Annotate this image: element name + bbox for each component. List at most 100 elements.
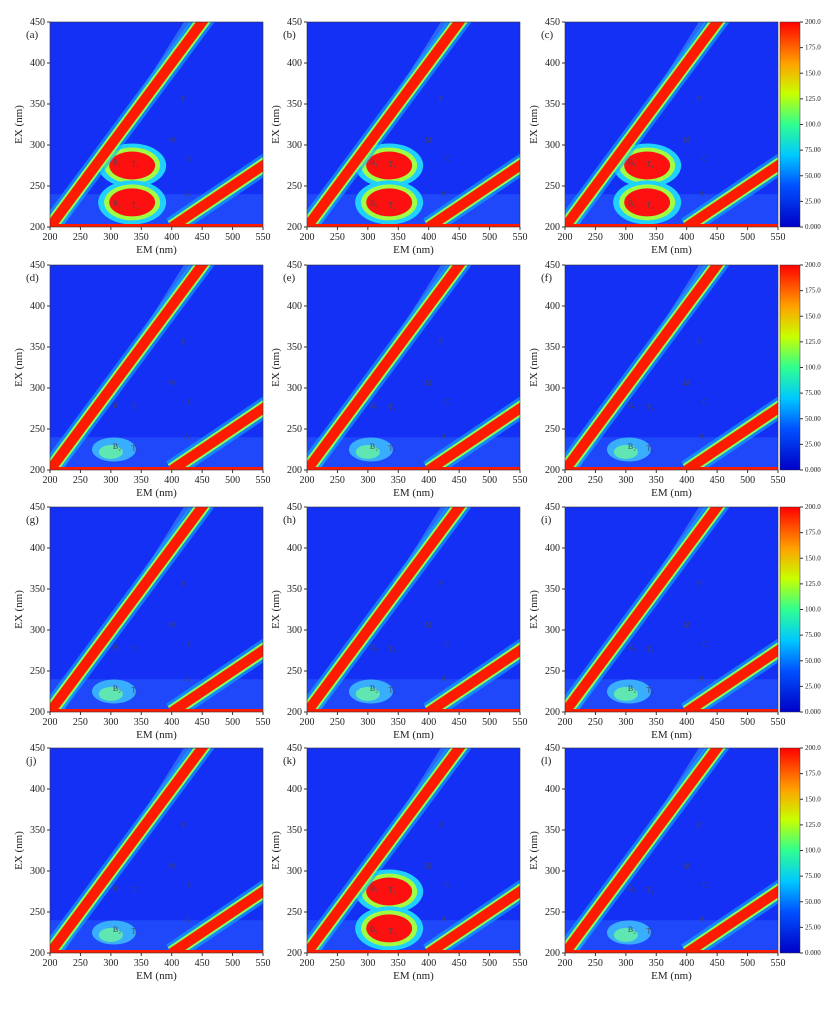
x-tick-label: 400 xyxy=(679,232,694,243)
peak-label: F xyxy=(697,821,702,830)
x-tick-label: 550 xyxy=(771,958,786,969)
x-tick-label: 250 xyxy=(73,717,88,728)
y-tick-label: 350 xyxy=(287,342,302,353)
y-tick-label: 450 xyxy=(545,17,560,28)
y-tick-label: 450 xyxy=(287,17,302,28)
peak-label: T₁ xyxy=(646,160,654,169)
peak-label: B₁ xyxy=(628,158,636,167)
scatter-band xyxy=(565,265,724,470)
y-tick-label: 300 xyxy=(545,140,560,151)
x-tick-label: 550 xyxy=(256,232,271,243)
x-axis-label: EM (nm) xyxy=(393,244,434,256)
peak-glow xyxy=(613,686,638,701)
peak-label: C xyxy=(444,155,449,164)
peak-label: B₁ xyxy=(113,643,121,652)
colorbar-tick-label: 175.0 xyxy=(805,44,821,52)
x-tick-label: 450 xyxy=(195,958,210,969)
x-tick-label: 250 xyxy=(73,958,88,969)
y-tick-label: 350 xyxy=(545,584,560,595)
x-tick-label: 250 xyxy=(73,232,88,243)
x-tick-label: 250 xyxy=(330,475,345,486)
y-tick-label: 450 xyxy=(545,260,560,271)
x-tick-label: 300 xyxy=(103,475,118,486)
y-tick-label: 200 xyxy=(545,948,560,959)
y-tick-label: 300 xyxy=(30,625,45,636)
y-tick-label: 350 xyxy=(30,99,45,110)
panel-label: (f) xyxy=(541,272,552,284)
peak-label: T₂ xyxy=(388,444,396,453)
peak-label: T₁ xyxy=(131,645,139,654)
peak-label: T₂ xyxy=(646,201,654,210)
peak-label: B₁ xyxy=(628,884,636,893)
colorbar-tick-label: 75.00 xyxy=(805,631,821,639)
colorbar-tick-label: 0.000 xyxy=(805,466,821,474)
y-tick-label: 300 xyxy=(545,866,560,877)
plot-frame xyxy=(306,21,521,228)
y-tick-label: 250 xyxy=(287,666,302,677)
peak-label: F xyxy=(439,95,444,104)
peak-label: T₂ xyxy=(388,927,396,936)
y-tick-label: 400 xyxy=(287,58,302,69)
peak-label: B₂ xyxy=(628,925,636,934)
y-tick-label: 350 xyxy=(545,825,560,836)
x-tick-label: 500 xyxy=(225,475,240,486)
y-tick-label: 400 xyxy=(545,58,560,69)
y-tick-label: 250 xyxy=(287,181,302,192)
colorbar-tick-label: 100.0 xyxy=(805,121,821,129)
x-tick-label: 400 xyxy=(164,958,179,969)
x-tick-label: 500 xyxy=(225,958,240,969)
x-tick-label: 400 xyxy=(164,475,179,486)
x-tick-label: 200 xyxy=(558,232,573,243)
scatter-band xyxy=(168,159,263,227)
colorbar-tick-label: 100.0 xyxy=(805,847,821,855)
colorbar xyxy=(779,506,801,713)
base-strip xyxy=(565,709,778,712)
y-tick-label: 450 xyxy=(30,260,45,271)
peak-label: T₁ xyxy=(388,160,396,169)
colorbar-tick-label: 125.0 xyxy=(805,338,821,346)
peak-label: M xyxy=(425,862,432,871)
plot-frame xyxy=(564,747,779,954)
peak-label: A xyxy=(441,915,447,924)
x-tick-label: 350 xyxy=(134,475,149,486)
plot-frame xyxy=(306,506,521,713)
plot-area xyxy=(50,265,263,470)
x-tick-label: 550 xyxy=(513,958,528,969)
base-strip xyxy=(50,709,263,712)
peak-label: F xyxy=(182,338,187,347)
y-axis-label: EX (nm) xyxy=(528,831,540,870)
panel-label: (h) xyxy=(283,514,296,526)
x-tick-label: 250 xyxy=(73,475,88,486)
y-axis-label: EX (nm) xyxy=(270,105,282,144)
scatter-band xyxy=(307,507,466,712)
x-tick-label: 400 xyxy=(164,717,179,728)
peak-label: C xyxy=(187,640,192,649)
x-tick-label: 500 xyxy=(482,958,497,969)
panel: F M B₁ T₁ C B₂ T₂ A 200 250 300 350 400 450 500 550 200 2… xyxy=(270,17,528,256)
peak-label: B₂ xyxy=(628,442,636,451)
peak-label: F xyxy=(182,580,187,589)
peak-label: M xyxy=(168,136,175,145)
peak-label: B₁ xyxy=(370,158,378,167)
scatter-band xyxy=(168,402,263,470)
peak-label: A xyxy=(699,189,705,198)
peak-core xyxy=(366,188,413,217)
plot-area xyxy=(565,507,778,712)
y-tick-label: 200 xyxy=(30,707,45,718)
plot-frame xyxy=(49,264,264,471)
colorbar-tick-label: 150.0 xyxy=(805,795,821,803)
panel: F M B₁ T₁ C B₂ T₂ A 200 250 300 350 400 450 500 550 200 2… xyxy=(528,743,821,982)
plot-area xyxy=(307,265,520,470)
peak-core xyxy=(366,151,413,180)
peak-label: M xyxy=(425,136,432,145)
y-tick-label: 200 xyxy=(30,465,45,476)
peak-label: B₂ xyxy=(370,925,378,934)
y-tick-label: 300 xyxy=(287,140,302,151)
peak-label: B₁ xyxy=(628,401,636,410)
y-tick-label: 200 xyxy=(287,948,302,959)
base-strip xyxy=(307,467,520,470)
x-tick-label: 250 xyxy=(330,958,345,969)
x-tick-label: 350 xyxy=(134,232,149,243)
colorbar-tick-label: 50.00 xyxy=(805,415,821,423)
